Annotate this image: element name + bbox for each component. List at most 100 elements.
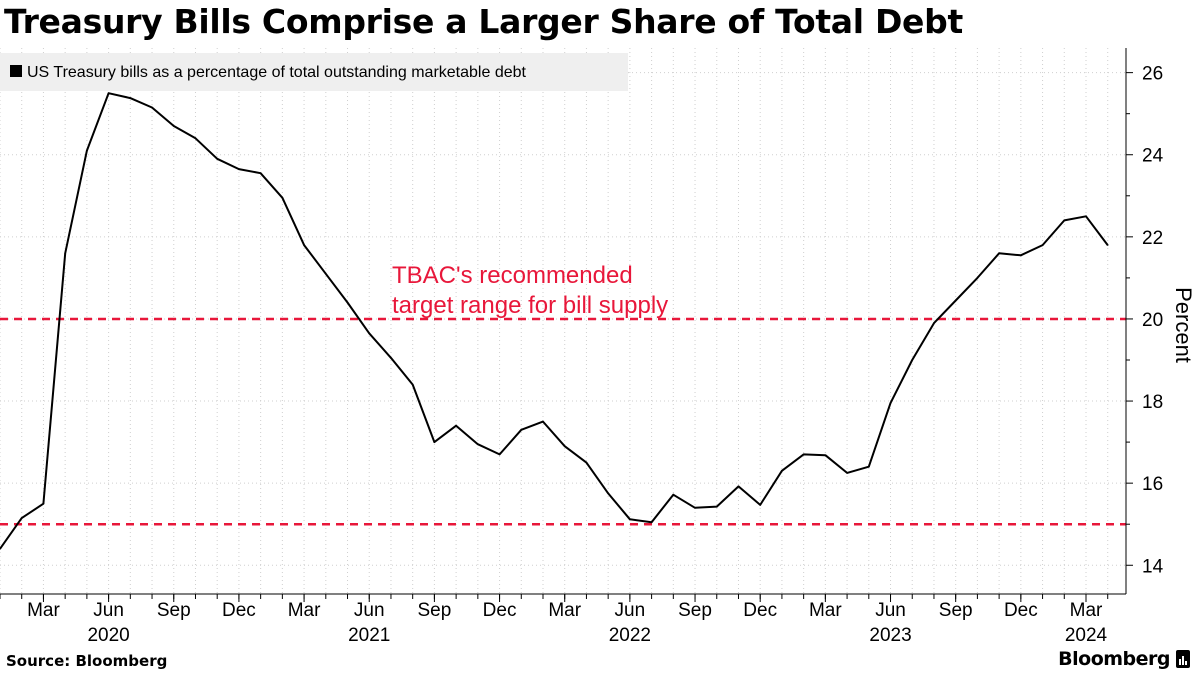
- threshold-lines: [0, 317, 1126, 526]
- y-axis-label: Percent: [1171, 287, 1196, 363]
- data-point: [42, 502, 45, 505]
- x-tick-label: Sep: [417, 600, 451, 621]
- data-point: [259, 172, 262, 175]
- data-point: [1020, 254, 1022, 257]
- data-point: [0, 548, 1, 550]
- x-tick-label: Jun: [93, 600, 124, 621]
- data-point: [650, 521, 653, 523]
- y-tick-label: 18: [1142, 392, 1163, 413]
- x-tick-label: Mar: [1070, 600, 1103, 621]
- data-point: [303, 244, 305, 246]
- gridlines: [0, 48, 1126, 594]
- data-point: [542, 420, 544, 423]
- data-point: [846, 472, 848, 474]
- data-point: [107, 92, 110, 94]
- data-point: [759, 504, 761, 506]
- data-point: [715, 505, 718, 508]
- x-tick-label: Sep: [157, 600, 191, 621]
- data-point: [346, 301, 349, 304]
- data-point: [172, 125, 175, 127]
- x-year-label: 2022: [609, 625, 651, 646]
- series-line: [0, 92, 1109, 550]
- x-tick-label: Jun: [875, 600, 906, 621]
- brand-mark: Bloomberg: [1058, 646, 1190, 672]
- data-point: [151, 106, 153, 109]
- bloomberg-terminal-icon: [1176, 650, 1190, 668]
- source-note: Source: Bloomberg: [6, 652, 168, 670]
- x-tick-label: Dec: [483, 600, 517, 621]
- data-point: [585, 461, 588, 464]
- y-tick-label: 20: [1142, 310, 1163, 331]
- data-point: [802, 453, 805, 456]
- data-point: [64, 252, 66, 255]
- x-tick-label: Dec: [222, 600, 256, 621]
- threshold-annotation: TBAC's recommended target range for bill…: [392, 262, 668, 319]
- x-tick-label: Jun: [615, 600, 646, 621]
- x-tick-label: Sep: [939, 600, 973, 621]
- chart-title: Treasury Bills Comprise a Larger Share o…: [4, 2, 963, 41]
- data-point: [1063, 219, 1066, 222]
- x-year-label: 2020: [87, 625, 129, 646]
- y-tick-label: 16: [1142, 474, 1163, 495]
- legend-background: [0, 53, 628, 91]
- x-year-label: 2021: [348, 625, 390, 646]
- y-tick-label: 26: [1142, 64, 1163, 85]
- x-tick-label: Jun: [354, 600, 385, 621]
- data-point: [672, 493, 675, 496]
- data-point: [455, 424, 457, 427]
- data-point: [216, 158, 218, 160]
- data-point: [1106, 244, 1109, 246]
- annotation-line-2: target range for bill supply: [392, 292, 668, 319]
- data-point: [607, 492, 609, 495]
- data-point: [433, 441, 436, 443]
- data-point: [194, 137, 197, 140]
- data-point: [933, 322, 935, 324]
- data-point: [694, 506, 696, 509]
- data-point: [325, 272, 327, 275]
- data-point: [563, 445, 566, 448]
- brand-name: Bloomberg: [1058, 648, 1170, 670]
- x-tick-label: Sep: [678, 600, 712, 621]
- data-point: [390, 357, 392, 359]
- series-line-layer: [0, 92, 1109, 550]
- data-point: [629, 518, 631, 521]
- x-tick-label: Dec: [1004, 600, 1038, 621]
- x-tick-label: Dec: [743, 600, 777, 621]
- data-point: [520, 428, 523, 431]
- data-point: [368, 332, 371, 335]
- x-tick-label: Mar: [548, 600, 581, 621]
- data-point: [976, 277, 979, 279]
- data-point: [477, 443, 479, 445]
- legend-swatch: [10, 65, 22, 77]
- legend: US Treasury bills as a percentage of tot…: [0, 53, 628, 91]
- data-point: [781, 470, 783, 472]
- annotation-line-1: TBAC's recommended: [392, 262, 633, 289]
- x-tick-label: Mar: [288, 600, 321, 621]
- x-year-label: 2024: [1065, 625, 1108, 646]
- data-point: [238, 168, 240, 170]
- data-point: [911, 359, 914, 361]
- data-point: [129, 97, 132, 99]
- data-point: [998, 252, 1000, 255]
- data-point: [868, 465, 870, 468]
- data-point: [824, 454, 827, 457]
- data-point: [1085, 215, 1087, 218]
- x-tick-label: Mar: [809, 600, 842, 621]
- data-point: [737, 485, 740, 488]
- y-tick-label: 22: [1142, 228, 1163, 249]
- data-point: [86, 149, 88, 152]
- y-tick-label: 24: [1142, 146, 1164, 167]
- x-year-label: 2023: [869, 625, 911, 646]
- y-tick-label: 14: [1142, 556, 1164, 577]
- data-point: [20, 517, 23, 519]
- data-point: [281, 197, 284, 199]
- x-tick-label: Mar: [27, 600, 60, 621]
- data-point: [889, 402, 892, 404]
- legend-label: US Treasury bills as a percentage of tot…: [27, 64, 527, 81]
- data-point: [498, 453, 501, 456]
- data-point: [411, 383, 414, 386]
- data-point: [954, 299, 957, 302]
- data-point: [1041, 244, 1044, 246]
